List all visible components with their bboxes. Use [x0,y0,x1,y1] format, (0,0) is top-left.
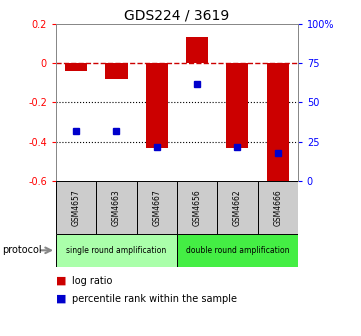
Bar [226,63,248,148]
Bar [65,63,87,71]
Bar [217,181,257,234]
Bar [105,63,127,79]
Text: single round amplification: single round amplification [66,246,166,255]
Text: GSM4657: GSM4657 [71,189,81,226]
Text: ■: ■ [56,294,66,304]
Text: GSM4662: GSM4662 [233,189,242,226]
Text: GSM4656: GSM4656 [192,189,201,226]
Text: GSM4667: GSM4667 [152,189,161,226]
Bar [177,181,217,234]
Text: double round amplification: double round amplification [186,246,289,255]
Bar [266,63,289,181]
Text: log ratio: log ratio [72,276,113,286]
Text: protocol: protocol [2,245,42,255]
Bar [177,234,298,267]
Bar [257,181,298,234]
Text: percentile rank within the sample: percentile rank within the sample [72,294,237,304]
Text: ■: ■ [56,276,66,286]
Bar [56,181,96,234]
Bar [96,181,136,234]
Bar [56,234,177,267]
Title: GDS224 / 3619: GDS224 / 3619 [124,8,230,23]
Text: GSM4666: GSM4666 [273,189,282,226]
Text: GSM4663: GSM4663 [112,189,121,226]
Bar [145,63,168,148]
Bar [136,181,177,234]
Bar [186,37,208,63]
